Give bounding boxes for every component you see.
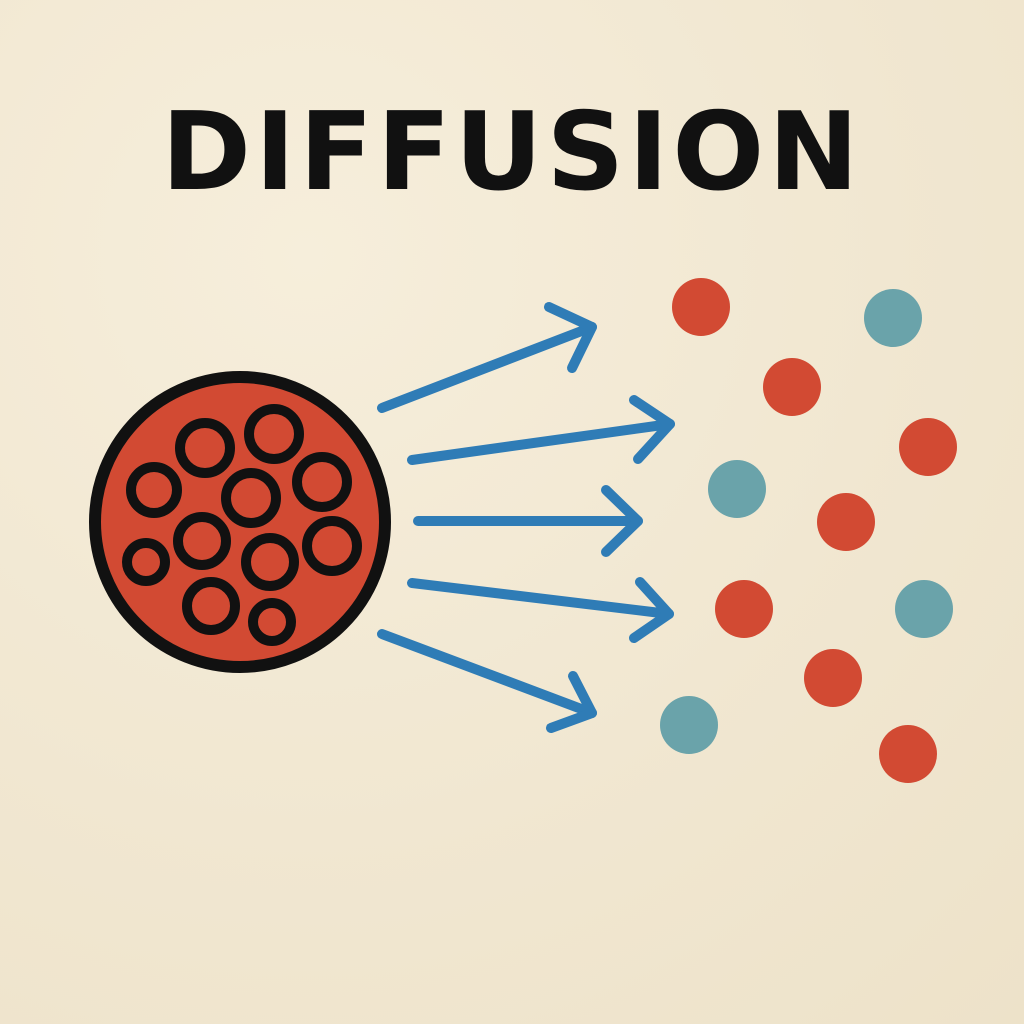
teal-particle (864, 289, 922, 347)
clustered-particle (182, 577, 240, 635)
diffusion-arrow-icon (377, 629, 597, 733)
source-cluster (89, 371, 391, 673)
red-particle (899, 418, 957, 476)
dispersed-particles (660, 278, 957, 783)
red-particle (817, 493, 875, 551)
clustered-particle (122, 538, 170, 586)
clustered-particle (302, 516, 362, 576)
teal-particle (708, 460, 766, 518)
diffusion-arrow-icon (407, 577, 674, 643)
red-particle (715, 580, 773, 638)
red-particle (879, 725, 937, 783)
diffusion-arrow-icon (413, 485, 643, 557)
clustered-particle (221, 468, 281, 528)
red-particle (804, 649, 862, 707)
diagram-title: DIFFUSION (161, 90, 863, 215)
teal-particle (895, 580, 953, 638)
teal-particle (660, 696, 718, 754)
clustered-particle (244, 404, 304, 464)
clustered-particle (241, 533, 299, 591)
diffusion-arrow-icon (407, 395, 675, 465)
clustered-particle (175, 418, 235, 478)
clustered-particle (173, 512, 231, 570)
red-particle (763, 358, 821, 416)
clustered-particle (248, 598, 296, 646)
clustered-particle (126, 462, 182, 518)
clustered-particle (292, 452, 352, 512)
red-particle (672, 278, 730, 336)
diffusion-arrow-icon (377, 302, 597, 413)
